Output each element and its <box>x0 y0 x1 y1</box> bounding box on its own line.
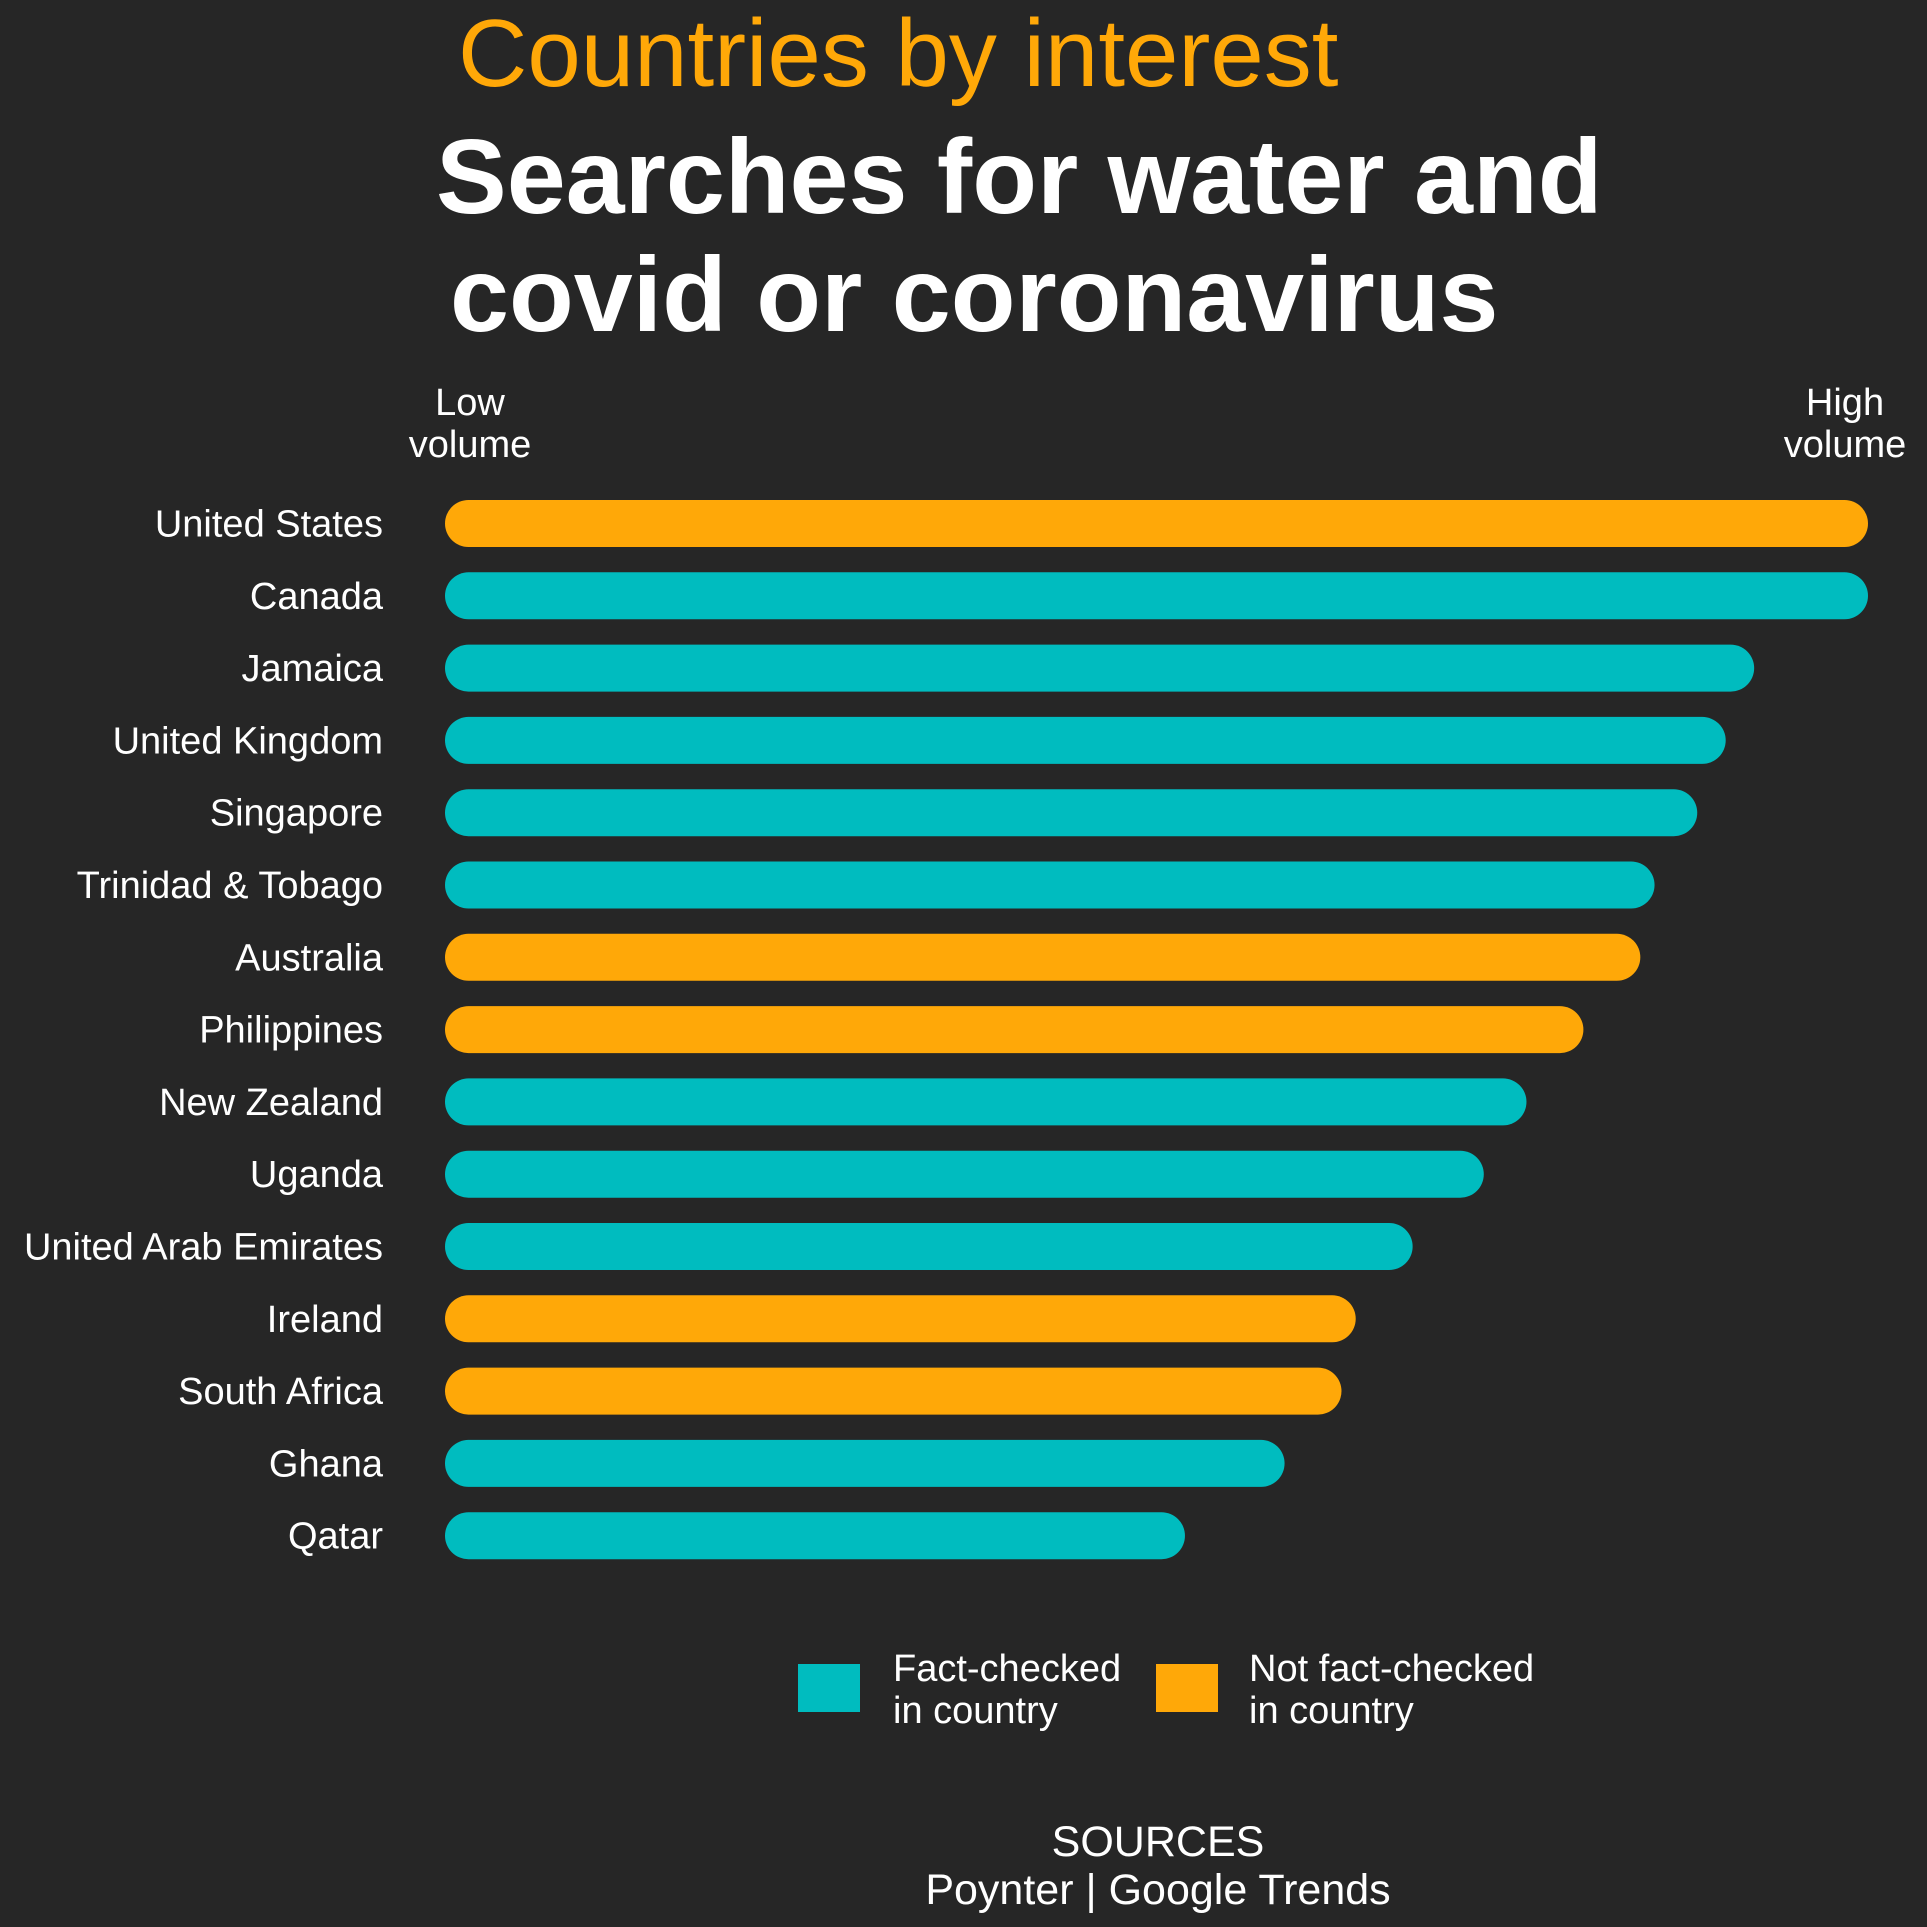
category-label: Uganda <box>250 1154 384 1196</box>
category-label: Ghana <box>269 1443 384 1485</box>
scale-high-label: High volume <box>1755 382 1927 466</box>
bar-south-africa <box>445 1367 1342 1415</box>
bar-canada <box>445 572 1868 620</box>
scale-low-line-1: Low <box>435 382 505 424</box>
sources-text: Poynter | Google Trends <box>925 1866 1391 1914</box>
category-label: Qatar <box>288 1516 383 1558</box>
bar-united-arab-emirates <box>445 1223 1413 1270</box>
chart-kicker: Countries by interest <box>458 0 1339 107</box>
bar-new-zealand <box>445 1078 1527 1126</box>
category-label: Singapore <box>210 793 383 835</box>
scale-high-line-2: volume <box>1783 424 1907 466</box>
sources-heading: SOURCES <box>1051 1818 1265 1866</box>
bar-qatar <box>445 1512 1185 1560</box>
legend-not-fact-checked-line-2: in country <box>1249 1690 1414 1732</box>
category-label: Trinidad & Tobago <box>77 865 383 907</box>
scale-high-line-1: High <box>1805 382 1885 424</box>
bar-ireland <box>445 1295 1356 1343</box>
bar-jamaica <box>445 644 1755 692</box>
category-label: United States <box>155 504 383 546</box>
bar-ghana <box>445 1439 1285 1487</box>
bar-philippines <box>445 1006 1584 1054</box>
bar-singapore <box>445 789 1698 837</box>
category-label: Jamaica <box>242 648 384 690</box>
category-label: United Kingdom <box>113 720 383 762</box>
chart-title: Searches for water and covid or coronavi… <box>436 118 1602 354</box>
legend-not-fact-checked-line-1: Not fact-checked <box>1249 1648 1535 1690</box>
sources: SOURCES Poynter | Google Trends <box>858 1818 1458 1914</box>
bar-united-states <box>445 500 1868 547</box>
legend-fact-checked-line-1: Fact-checked <box>893 1648 1122 1690</box>
category-label: Philippines <box>199 1010 383 1052</box>
category-label: New Zealand <box>159 1082 383 1124</box>
bar-united-kingdom <box>445 716 1726 764</box>
chart-title-line-1: Searches for water and <box>436 118 1603 236</box>
category-label: United Arab Emirates <box>24 1227 383 1269</box>
legend-label-fact-checked: Fact-checked in country <box>893 1648 1121 1732</box>
category-label: Canada <box>250 576 384 618</box>
bar-trinidad-tobago <box>445 861 1655 909</box>
bar-australia <box>445 933 1641 981</box>
scale-low-label: Low volume <box>380 382 560 466</box>
bar-uganda <box>445 1150 1484 1198</box>
legend-swatch-not-fact-checked <box>1156 1664 1218 1712</box>
scale-low-line-2: volume <box>408 424 532 466</box>
chart-title-line-2: covid or coronavirus <box>450 236 1499 354</box>
category-label: Ireland <box>267 1299 383 1341</box>
category-label: South Africa <box>178 1371 384 1413</box>
legend-label-not-fact-checked: Not fact-checked in country <box>1249 1648 1534 1732</box>
legend-fact-checked-line-2: in country <box>893 1690 1058 1732</box>
legend-swatch-fact-checked <box>798 1664 860 1712</box>
category-label: Australia <box>235 937 384 979</box>
